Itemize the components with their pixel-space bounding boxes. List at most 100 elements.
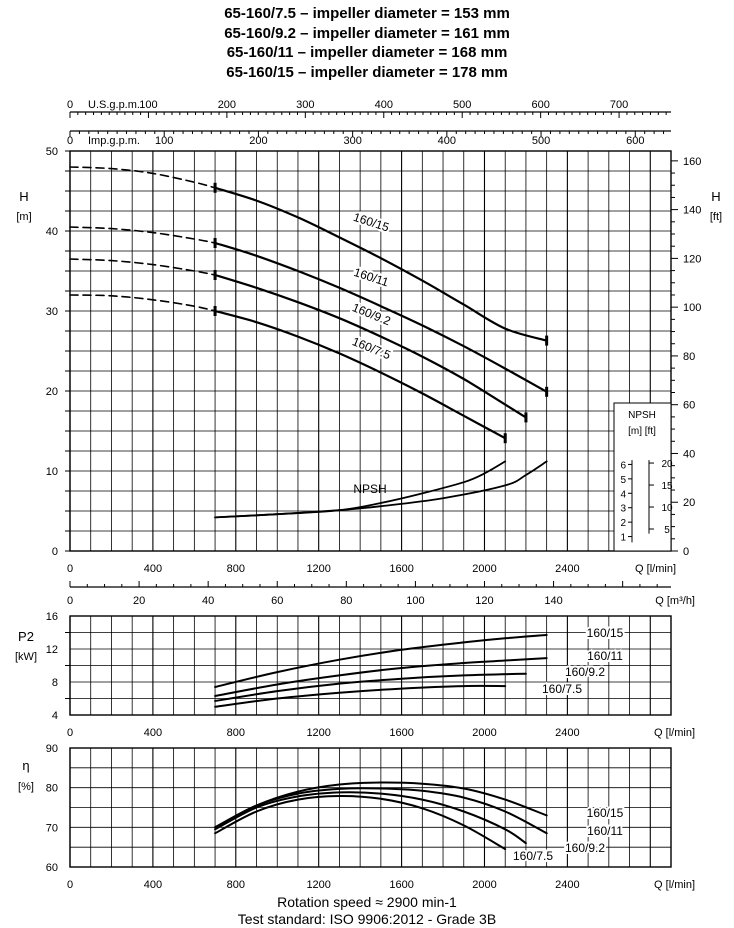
head-series-label-group: 160/11 bbox=[350, 263, 393, 291]
head-curve-dashed-160/15 bbox=[69, 166, 216, 189]
eff-lmin-tick-label: 2000 bbox=[472, 879, 496, 891]
usgpm-tick-label: 300 bbox=[296, 99, 314, 111]
head-m-tick-label: 50 bbox=[46, 146, 58, 158]
power-lmin-tick-label: 2000 bbox=[472, 727, 496, 739]
usgpm-tick-label: 0 bbox=[67, 99, 73, 111]
usgpm-axis-label: U.S.g.p.m. bbox=[88, 99, 140, 111]
m3h-tick-label: 120 bbox=[475, 595, 493, 607]
power-curve-160/11 bbox=[214, 657, 548, 697]
impgpm-tick-label: 200 bbox=[249, 135, 267, 147]
power-lmin-tick-label: 800 bbox=[227, 727, 245, 739]
eff-curve-160/11 bbox=[214, 787, 548, 835]
eff-lmin-tick-label: 800 bbox=[227, 879, 245, 891]
power-tick-label: 8 bbox=[52, 677, 58, 689]
head-lmin-tick-label: 0 bbox=[67, 563, 73, 575]
impgpm-tick-label: 500 bbox=[532, 135, 550, 147]
head-ft-tick-label: 40 bbox=[683, 448, 695, 460]
power-lmin-tick-label: 400 bbox=[144, 727, 162, 739]
head-m-tick-label: 0 bbox=[52, 546, 58, 558]
npsh-m-tick-label: 6 bbox=[620, 460, 626, 471]
eff-lmin-tick-label: 1600 bbox=[389, 879, 413, 891]
power-axis-label: P2 bbox=[18, 629, 34, 644]
npsh-m-tick-label: 1 bbox=[620, 533, 626, 544]
head-series-label: 160/11 bbox=[352, 265, 391, 289]
head-lmin-tick-label: 1200 bbox=[306, 563, 330, 575]
npsh-ft-tick-label: 10 bbox=[661, 503, 673, 514]
head-m-tick-label: 10 bbox=[46, 466, 58, 478]
head-series-label: 160/9.2 bbox=[350, 300, 393, 328]
eff-curve-160/9.2 bbox=[214, 791, 527, 845]
head-lmin-tick-label: 1600 bbox=[389, 563, 413, 575]
npsh-m-tick-label: 4 bbox=[620, 489, 626, 500]
eff-frame bbox=[69, 747, 672, 868]
npsh-m-tick-label: 3 bbox=[620, 504, 626, 515]
eff-axis-label: η bbox=[22, 758, 29, 773]
head-ft-tick-label: 0 bbox=[683, 546, 689, 558]
m3h-tick-label: 80 bbox=[340, 595, 352, 607]
power-lmin-tick-label: 2400 bbox=[555, 727, 579, 739]
head-m-tick-label: 30 bbox=[46, 306, 58, 318]
m3h-tick-label: 60 bbox=[271, 595, 283, 607]
head-ft-tick-label: 160 bbox=[683, 156, 701, 168]
head-ft-tick-label: 20 bbox=[683, 497, 695, 509]
test-standard-note: Test standard: ISO 9906:2012 - Grade 3B bbox=[237, 911, 497, 927]
npsh-ft-tick-label: 5 bbox=[664, 525, 670, 536]
m3h-tick-label: 0 bbox=[67, 595, 73, 607]
head-curve-160/15 bbox=[214, 186, 548, 342]
head-lmin-axis-label: Q [l/min] bbox=[635, 563, 676, 575]
power-lmin-tick-label: 0 bbox=[67, 727, 73, 739]
npsh-scale-title: NPSH bbox=[628, 410, 656, 421]
npsh-scale-units: [m] [ft] bbox=[628, 426, 656, 437]
m3h-tick-label: 40 bbox=[202, 595, 214, 607]
impgpm-tick-label: 0 bbox=[67, 135, 73, 147]
eff-lmin-tick-label: 0 bbox=[67, 879, 73, 891]
head-lmin-tick-label: 2000 bbox=[472, 563, 496, 575]
eff-series-label: 160/7.5 bbox=[513, 849, 553, 863]
eff-lmin-tick-label: 1200 bbox=[306, 879, 330, 891]
power-lmin-axis-label: Q [l/min] bbox=[654, 727, 695, 739]
power-curve-160/7.5 bbox=[214, 684, 507, 708]
impgpm-axis-label: Imp.g.p.m. bbox=[88, 135, 140, 147]
eff-series-label: 160/11 bbox=[587, 824, 623, 838]
head-ft-axis-unit: [ft] bbox=[710, 211, 722, 223]
head-ft-tick-label: 60 bbox=[683, 400, 695, 412]
power-tick-label: 12 bbox=[46, 644, 58, 656]
eff-curve-160/7.5 bbox=[214, 794, 507, 851]
eff-axis-unit: [%] bbox=[18, 781, 34, 793]
power-series-label: 160/15 bbox=[587, 626, 624, 640]
head-axis-unit: [m] bbox=[16, 211, 31, 223]
eff-lmin-axis-label: Q [l/min] bbox=[654, 879, 695, 891]
npsh-ft-tick-label: 20 bbox=[661, 459, 673, 470]
eff-series-label: 160/9.2 bbox=[565, 841, 605, 855]
head-m-tick-label: 20 bbox=[46, 386, 58, 398]
usgpm-tick-label: 500 bbox=[453, 99, 471, 111]
npsh-curve-label: NPSH bbox=[353, 482, 386, 496]
power-series-label: 160/9.2 bbox=[565, 665, 605, 679]
head-axis-label: H bbox=[19, 189, 28, 204]
head-m-tick-label: 40 bbox=[46, 226, 58, 238]
rotation-speed-note: Rotation speed ≈ 2900 min-1 bbox=[277, 894, 457, 910]
eff-series-label: 160/15 bbox=[587, 806, 624, 820]
head-curve-160/9.2 bbox=[214, 273, 527, 419]
usgpm-tick-label: 200 bbox=[218, 99, 236, 111]
eff-tick-label: 60 bbox=[46, 862, 58, 874]
chart-title-line-1: 65-160/7.5 – impeller diameter = 153 mm bbox=[224, 5, 510, 22]
m3h-tick-label: 20 bbox=[133, 595, 145, 607]
power-axis-unit: [kW] bbox=[15, 651, 37, 663]
head-ft-tick-label: 80 bbox=[683, 351, 695, 363]
npsh-m-tick-label: 2 bbox=[620, 518, 626, 529]
power-series-label: 160/11 bbox=[587, 649, 623, 663]
head-grid bbox=[69, 150, 672, 552]
npsh-m-tick-label: 5 bbox=[620, 475, 626, 486]
eff-tick-label: 80 bbox=[46, 783, 58, 795]
head-lmin-tick-label: 800 bbox=[227, 563, 245, 575]
head-ft-tick-label: 120 bbox=[683, 253, 701, 265]
head-ft-tick-label: 100 bbox=[683, 302, 701, 314]
m3h-tick-label: 140 bbox=[544, 595, 562, 607]
impgpm-tick-label: 300 bbox=[343, 135, 361, 147]
impgpm-tick-label: 600 bbox=[626, 135, 644, 147]
head-curve-dashed-160/11 bbox=[69, 226, 216, 244]
npsh-curve-2 bbox=[214, 460, 548, 519]
usgpm-tick-label: 600 bbox=[531, 99, 549, 111]
